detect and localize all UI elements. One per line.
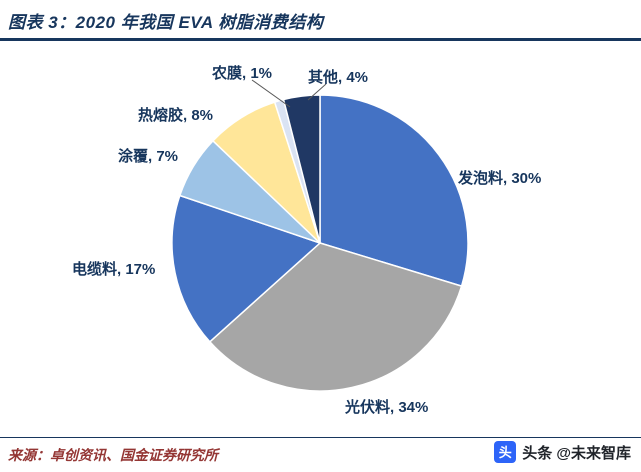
chart-title: 图表 3：2020 年我国 EVA 树脂消费结构: [8, 13, 324, 32]
source-text: 来源：卓创资讯、国金证券研究所: [8, 447, 218, 463]
leader-line-other: [307, 83, 327, 101]
slice-label-foaming: 发泡料, 30%: [458, 170, 542, 187]
slice-label-agrifilm: 农膜, 1%: [212, 65, 273, 82]
toutiao-logo-icon: 头: [494, 441, 517, 463]
slice-label-cable: 电缆料, 17%: [72, 261, 156, 278]
pie-slice-发泡料: [319, 94, 469, 287]
watermark: 头 头条 @未来智库: [494, 441, 631, 463]
watermark-label: 头条 @未来智库: [522, 444, 631, 462]
slice-label-photovoltaic: 光伏料, 34%: [345, 399, 429, 416]
slice-label-other: 其他, 4%: [308, 69, 369, 86]
slice-label-coating: 涂覆, 7%: [118, 148, 179, 165]
leader-line-agrifilm: [251, 79, 291, 108]
footer-divider: [0, 437, 641, 438]
pie-slice-电缆料: [171, 194, 321, 343]
title-divider: [0, 38, 641, 41]
pie-slice-其他: [282, 94, 321, 244]
slice-label-hotmelt: 热熔胶, 8%: [138, 107, 214, 124]
pie-slice-光伏料: [209, 242, 463, 392]
